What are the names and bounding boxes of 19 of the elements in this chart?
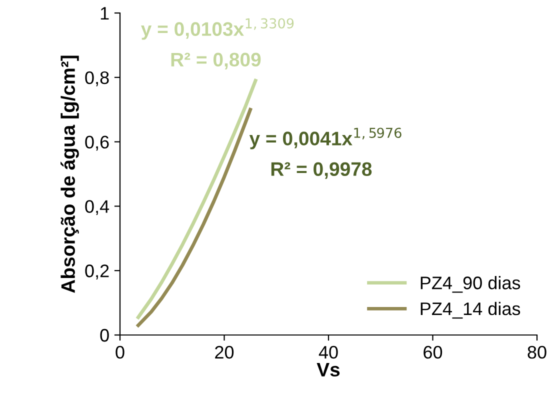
y-tick-label: 0 xyxy=(100,328,109,342)
legend-label: PZ4_14 dias xyxy=(420,302,520,319)
x-tick-label: 20 xyxy=(215,346,234,359)
legend-label: PZ4_90 dias xyxy=(420,276,520,293)
annotation: y = 0,0041x$^{1,5976}$ xyxy=(249,128,402,150)
y-tick-label: 0,4 xyxy=(85,200,110,216)
annotation: R² = 0,9978 xyxy=(271,162,372,179)
x-tick-label: 0 xyxy=(116,346,124,359)
y-tick-label: 0,2 xyxy=(85,264,109,280)
x-tick-label: 40 xyxy=(318,346,338,359)
x-tick-label: 80 xyxy=(528,346,546,359)
annotation: R² = 0,809 xyxy=(171,52,261,70)
y-axis-title: Absorção de água [g/cm²] xyxy=(60,56,79,293)
x-tick-label: 60 xyxy=(424,346,442,359)
annotation: y = 0,0103x$^{1,3309}$ xyxy=(141,18,294,40)
y-tick-label: 0,8 xyxy=(85,71,109,86)
x-axis-title: Vs xyxy=(316,362,340,377)
y-tick-label: 0,6 xyxy=(85,136,109,151)
y-tick-label: 1 xyxy=(100,7,109,20)
